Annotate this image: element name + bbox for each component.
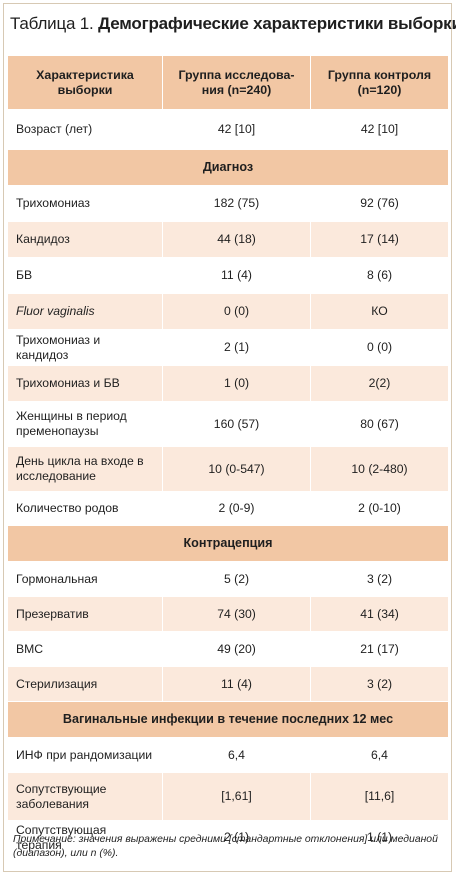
row-label: Кандидоз — [7, 221, 163, 258]
table-row: Презерватив 74 (30) 41 (34) — [7, 596, 449, 632]
study-group-value: 42 [10] — [162, 109, 311, 150]
row-label: Fluor vaginalis — [7, 293, 163, 330]
table-row: Кандидоз 44 (18) 17 (14) — [7, 221, 449, 258]
column-header-characteristic: Характеристика выборки — [7, 55, 163, 110]
row-label: ИНФ при рандомизации — [7, 737, 163, 773]
table-row: День цикла на входе в исследование 10 (0-… — [7, 446, 449, 492]
control-group-value: 3 (2) — [310, 666, 449, 702]
row-label: Гормональная — [7, 561, 163, 597]
row-label: Трихомониаз и БВ — [7, 365, 163, 402]
study-group-value: 5 (2) — [162, 561, 311, 597]
row-label: Возраст (лет) — [7, 109, 163, 150]
row-label: Стерилизация — [7, 666, 163, 702]
study-group-value: 182 (75) — [162, 185, 311, 222]
row-label: Женщины в период пременопаузы — [7, 401, 163, 447]
study-group-value: 11 (4) — [162, 666, 311, 702]
table-row: Трихомониаз 182 (75) 92 (76) — [7, 185, 449, 222]
column-header-control-group: Группа контроля (n=120) — [310, 55, 449, 110]
section-row: Вагинальные инфекции в течение последних… — [7, 701, 449, 738]
row-label: День цикла на входе в исследование — [7, 446, 163, 492]
study-group-value: 11 (4) — [162, 257, 311, 294]
section-row: Контрацепция — [7, 525, 449, 562]
row-label: Презерватив — [7, 596, 163, 632]
section-row: Диагноз — [7, 149, 449, 186]
table-title-main: Демографические характеристики выборки — [98, 14, 456, 33]
control-group-value: 2 (0-10) — [310, 491, 449, 526]
control-group-value: 17 (14) — [310, 221, 449, 258]
table-row: Количество родов 2 (0-9) 2 (0-10) — [7, 491, 449, 526]
table-row: Сопутствующая терапия 2 (1) 1 (1) — [7, 820, 449, 855]
study-group-value: 160 (57) — [162, 401, 311, 447]
control-group-value: 42 [10] — [310, 109, 449, 150]
control-group-value: КО — [310, 293, 449, 330]
control-group-value: 1 (1) — [310, 820, 449, 855]
study-group-value: 6,4 — [162, 737, 311, 773]
row-label: Количество родов — [7, 491, 163, 526]
control-group-value: [11,6] — [310, 772, 449, 821]
control-group-value: 2(2) — [310, 365, 449, 402]
row-label: Трихомониаз — [7, 185, 163, 222]
study-group-value: 10 (0-547) — [162, 446, 311, 492]
control-group-value: 41 (34) — [310, 596, 449, 632]
table-header-row: Характеристика выборки Группа исследова-… — [7, 55, 449, 110]
table-row: Fluor vaginalis 0 (0) КО — [7, 293, 449, 330]
table-title-prefix: Таблица 1. — [10, 14, 94, 33]
table-row: ИНФ при рандомизации 6,4 6,4 — [7, 737, 449, 773]
study-group-value: 2 (0-9) — [162, 491, 311, 526]
study-group-value: 2 (1) — [162, 329, 311, 366]
column-header-study-group: Группа исследова-ния (n=240) — [162, 55, 311, 110]
table-row: БВ 11 (4) 8 (6) — [7, 257, 449, 294]
study-group-value: 49 (20) — [162, 631, 311, 667]
control-group-value: 92 (76) — [310, 185, 449, 222]
table-footnote: Примечание: значения выражены средними [… — [13, 834, 438, 859]
control-group-value: 3 (2) — [310, 561, 449, 597]
table-row: Стерилизация 11 (4) 3 (2) — [7, 666, 449, 702]
table-row: Гормональная 5 (2) 3 (2) — [7, 561, 449, 597]
control-group-value: 21 (17) — [310, 631, 449, 667]
table-row: ВМС 49 (20) 21 (17) — [7, 631, 449, 667]
table-row: Трихомониаз и БВ 1 (0) 2(2) — [7, 365, 449, 402]
row-label: ВМС — [7, 631, 163, 667]
section-label: Вагинальные инфекции в течение последних… — [7, 701, 449, 738]
control-group-value: 0 (0) — [310, 329, 449, 366]
study-group-value: 2 (1) — [162, 820, 311, 855]
table-title: Таблица 1. Демографические характеристик… — [10, 14, 456, 34]
control-group-value: 8 (6) — [310, 257, 449, 294]
study-group-value: 74 (30) — [162, 596, 311, 632]
study-group-value: 0 (0) — [162, 293, 311, 330]
table-row: Женщины в период пременопаузы 160 (57) 80 … — [7, 401, 449, 447]
section-label: Контрацепция — [7, 525, 449, 562]
study-group-value: 1 (0) — [162, 365, 311, 402]
study-group-value: [1,61] — [162, 772, 311, 821]
control-group-value: 10 (2-480) — [310, 446, 449, 492]
row-label: Сопутствующая терапия — [7, 820, 163, 855]
row-label: Сопутствующие заболевания — [7, 772, 163, 821]
study-group-value: 44 (18) — [162, 221, 311, 258]
row-label: Трихомониаз и кандидоз — [7, 329, 163, 366]
demographics-table: Характеристика выборки Группа исследова-… — [7, 55, 449, 855]
table-row: Трихомониаз и кандидоз 2 (1) 0 (0) — [7, 329, 449, 366]
control-group-value: 80 (67) — [310, 401, 449, 447]
control-group-value: 6,4 — [310, 737, 449, 773]
section-label: Диагноз — [7, 149, 449, 186]
table-row: Возраст (лет) 42 [10] 42 [10] — [7, 109, 449, 150]
row-label: БВ — [7, 257, 163, 294]
table-row: Сопутствующие заболевания [1,61] [11,6] — [7, 772, 449, 821]
